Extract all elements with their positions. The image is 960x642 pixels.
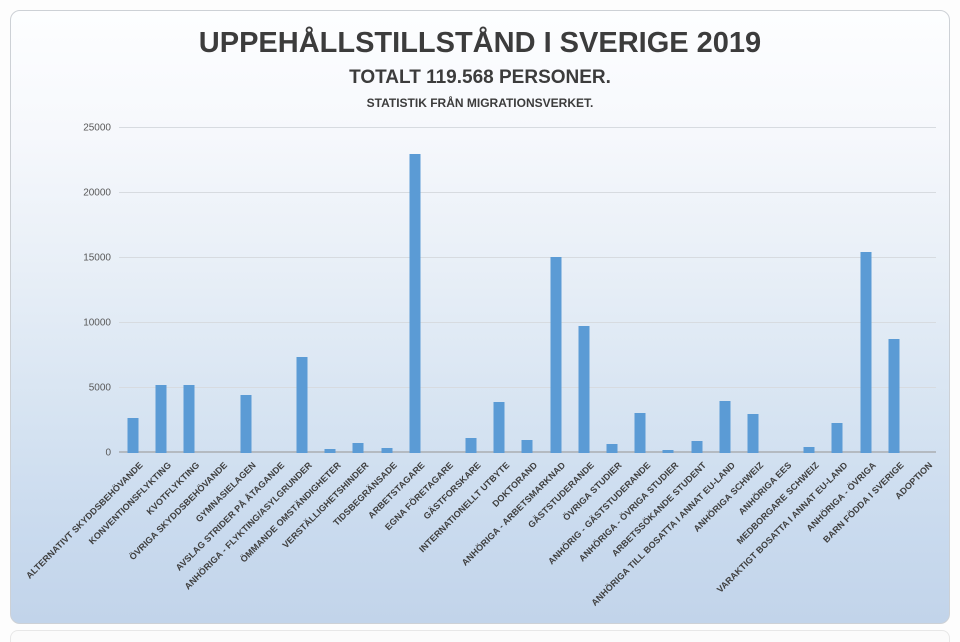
category-slot: ANHÖRIGA - ÖVRIGA STUDIER: [577, 128, 682, 563]
category-slot: VERSTÄLLIGHETSHINDER: [280, 128, 372, 550]
category-slot: TIDSBEGRÄNSADE: [331, 128, 401, 528]
category-slot: ARBETSSÖKANDE STUDENT: [610, 128, 710, 558]
y-axis-tick-label: 20000: [83, 187, 111, 199]
category-slot: ANHÖRIGA - ÖVRIGA: [804, 128, 879, 533]
chart-card: UPPEHÅLLSTILLSTÅND I SVERIGE 2019 TOTALT…: [10, 10, 950, 624]
bar: [127, 417, 139, 453]
x-axis-category-label: VARAKTIGT BOSATTA I ANNAT EU-LAND: [714, 460, 850, 595]
bar: [296, 357, 308, 453]
y-axis-tick-label: 25000: [83, 122, 111, 134]
gridline: [119, 322, 936, 323]
bar: [324, 449, 336, 453]
chart-subtitle: TOTALT 119.568 PERSONER.: [349, 66, 611, 88]
category-slot: INTERNATIONELLT UTBYTE: [417, 128, 513, 554]
bar: [888, 338, 900, 453]
bar: [240, 394, 252, 453]
y-axis-tick-label: 0: [105, 447, 111, 459]
category-slot: DOKTORAND: [491, 128, 541, 509]
bars-row: ALTERNATIVT SKYDDSBEHÖVANDE KONVENTIONSFL…: [24, 128, 936, 608]
category-slot: ÖMMANDE OMSTÄNDIGHETER: [238, 128, 344, 564]
gridline: [119, 192, 936, 193]
x-axis-category-label: ANHÖRIGA - ARBETSMARKNAD: [460, 460, 568, 568]
category-slot: MEDBORGARE SCHWEIZ: [735, 128, 823, 546]
category-slot: GÄSTFORSKARE: [422, 128, 485, 521]
category-slot: ANHÖRIGA - FLYKTING/ASYLGRUNDER: [183, 128, 316, 591]
category-slot: ÖVRIGA STUDIER: [561, 128, 626, 523]
bar: [521, 440, 533, 453]
bar: [606, 443, 618, 453]
gridline: [119, 257, 936, 258]
y-axis-tick-label: 15000: [83, 252, 111, 264]
category-slot: ÖVRIGA SKYDDSBEHÖVANDE: [128, 128, 232, 562]
category-slot: EGNA FÖRETAGARE: [383, 128, 457, 532]
bar: [662, 450, 674, 453]
bar: [493, 402, 505, 453]
bar: [803, 446, 815, 453]
bar: [634, 412, 646, 453]
category-slot: VARAKTIGT BOSATTA I ANNAT EU-LAND: [715, 128, 851, 595]
gridline: [119, 387, 936, 388]
category-slot: ARBETSTAGARE: [366, 128, 429, 520]
category-slot: ANHÖRIGA TILL BOSATTA I ANNAT EU-LAND: [589, 128, 739, 608]
bar: [691, 441, 703, 453]
bar: [860, 251, 872, 453]
gridline: [119, 127, 936, 128]
bar: [578, 326, 590, 453]
plot-area: 0 5000 10000 15000 20000 25000 ALTERNATIVT SKY…: [24, 123, 936, 608]
chart-source-note: STATISTIK FRÅN MIGRATIONSVERKET.: [366, 95, 594, 110]
category-slot: KONVENTIONSFLYKTING: [87, 128, 175, 546]
bar: [409, 154, 421, 453]
chart-header: UPPEHÅLLSTILLSTÅND I SVERIGE 2019 TOTALT…: [11, 11, 949, 110]
bar: [183, 384, 195, 453]
bar: [831, 423, 843, 453]
bar: [719, 401, 731, 453]
category-slot: ANHÖRIGA - ARBETSMARKNAD: [460, 128, 570, 568]
bar: [381, 447, 393, 453]
chart-title: UPPEHÅLLSTILLSTÅND I SVERIGE 2019: [198, 27, 762, 59]
category-slot: ANHÖRIGA EES: [736, 128, 795, 517]
y-axis-tick-label: 5000: [88, 382, 111, 394]
category-slot: KVOTFLYKTING: [145, 128, 203, 517]
bar: [155, 384, 167, 453]
category-slot: AVSLAG STRIDER PÅ ÅTAGANDE: [173, 128, 288, 573]
next-card-top-edge: [10, 630, 950, 642]
category-slot: ANHÖRIGA SCHWEIZ: [691, 128, 767, 534]
bar: [465, 438, 477, 453]
category-slot: ADOPTION: [893, 128, 936, 501]
category-slot: GÄSTSTUDERANDE: [526, 128, 598, 530]
bar: [550, 256, 562, 453]
category-slot: BARN FÖDDA I SVERIGE: [821, 128, 908, 545]
bar: [747, 414, 759, 453]
x-axis-category-label: ALTERNATIVT SKYDDSBEHÖVANDE: [24, 460, 146, 581]
category-slot: ALTERNATIVT SKYDDSBEHÖVANDE: [24, 128, 147, 581]
category-slot: ANHÖRIG - GÄSTSTUDERANDE: [546, 128, 654, 566]
y-axis-tick-label: 10000: [83, 317, 111, 329]
category-slot: GYMNASIELAGEN: [194, 128, 260, 524]
bar: [352, 443, 364, 453]
